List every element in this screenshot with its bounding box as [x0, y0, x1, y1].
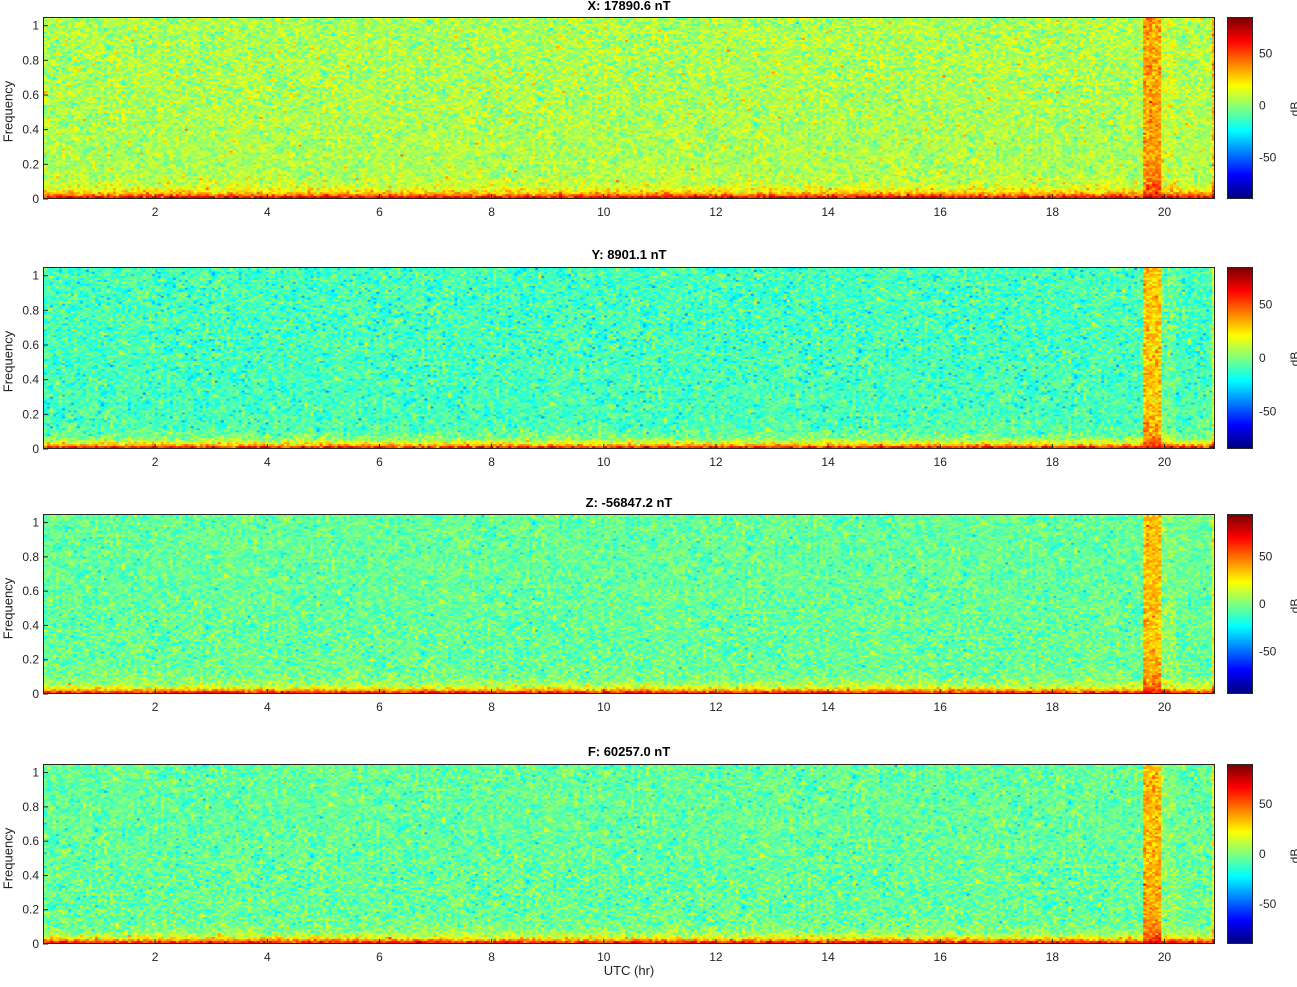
spectrogram-plot [43, 267, 1215, 449]
x-tick-label: 20 [1158, 455, 1172, 469]
axes: 2 4 6 8 10 12 14 16 18 20 0 0.2 0.4 0.6 0.8 1 -50 0 50 [22, 766, 1277, 964]
y-tick-label: 1 [32, 19, 39, 33]
y-tick-label: 0.6 [22, 584, 39, 598]
x-tick-label: 14 [821, 700, 835, 714]
x-tick-label: 4 [264, 700, 271, 714]
x-tick-label: 8 [488, 700, 495, 714]
y-tick-label: 0.2 [22, 653, 39, 667]
colorbar-tick-label: 0 [1259, 98, 1266, 112]
x-tick-label: 14 [821, 455, 835, 469]
x-tick-label: 8 [488, 455, 495, 469]
y-tick-label: 1 [32, 269, 39, 283]
y-tick-label: 0.4 [22, 373, 39, 387]
x-tick-label: 12 [709, 455, 723, 469]
x-tick-label: 20 [1158, 700, 1172, 714]
x-tick-label: 14 [821, 950, 835, 964]
chart-title: Z: -56847.2 nT [585, 495, 673, 510]
spectrogram-plot [43, 17, 1215, 199]
x-tick-label: 10 [597, 455, 611, 469]
y-tick-label: 0.4 [22, 868, 39, 882]
colorbar [1227, 267, 1253, 449]
colorbar-tick-label: 0 [1259, 597, 1266, 611]
x-tick-label: 16 [934, 700, 948, 714]
chart-title: X: 17890.6 nT [587, 0, 671, 13]
x-tick-label: 4 [264, 455, 271, 469]
x-tick-label: 2 [152, 455, 159, 469]
x-tick-label: 20 [1158, 205, 1172, 219]
colorbar-tick-label: 50 [1259, 550, 1273, 564]
axes: 2 4 6 8 10 12 14 16 18 20 0 0.2 0.4 0.6 0.8 1 -50 0 50 [22, 19, 1277, 219]
y-tick-label: 0.6 [22, 834, 39, 848]
colorbar-tick-label: -50 [1259, 405, 1277, 419]
x-tick-label: 2 [152, 700, 159, 714]
x-tick-label: 12 [709, 700, 723, 714]
y-tick-label: 1 [32, 766, 39, 780]
colorbar-tick-label: -50 [1259, 150, 1277, 164]
colorbar-tick-label: 50 [1259, 46, 1273, 60]
colorbar-tick-label: -50 [1259, 644, 1277, 658]
y-tick-label: 0 [32, 442, 39, 456]
x-tick-label: 8 [488, 950, 495, 964]
chart-title: Y: 8901.1 nT [591, 247, 667, 262]
y-tick-label: 0.6 [22, 338, 39, 352]
y-tick-label: 0 [32, 192, 39, 206]
y-tick-label: 0.4 [22, 123, 39, 137]
y-tick-label: 0.8 [22, 550, 39, 564]
spectrogram-plot [43, 514, 1215, 694]
x-axis-label: UTC (hr) [603, 963, 655, 978]
colorbar-tick-label: 50 [1259, 797, 1273, 811]
x-tick-label: 10 [597, 700, 611, 714]
x-tick-label: 2 [152, 950, 159, 964]
y-tick-label: 0.4 [22, 618, 39, 632]
x-tick-label: 4 [264, 205, 271, 219]
y-tick-label: 0.8 [22, 303, 39, 317]
colorbar [1227, 514, 1253, 694]
axes: 2 4 6 8 10 12 14 16 18 20 0 0.2 0.4 0.6 0.8 1 -50 0 50 [22, 516, 1277, 714]
y-tick-label: 0.6 [22, 88, 39, 102]
colorbar [1227, 17, 1253, 199]
x-tick-label: 18 [1046, 205, 1060, 219]
x-tick-label: 16 [934, 205, 948, 219]
y-tick-label: 0.2 [22, 407, 39, 421]
colorbar [1227, 764, 1253, 944]
x-tick-label: 8 [488, 205, 495, 219]
x-tick-label: 18 [1046, 950, 1060, 964]
colorbar-tick-label: 0 [1259, 351, 1266, 365]
y-tick-label: 1 [32, 516, 39, 530]
colorbar-tick-label: -50 [1259, 897, 1277, 911]
chart-title: F: 60257.0 nT [587, 744, 671, 759]
y-tick-label: 0.8 [22, 53, 39, 67]
y-tick-label: 0 [32, 687, 39, 701]
x-tick-label: 12 [709, 950, 723, 964]
spectrogram-plot [43, 764, 1215, 944]
x-tick-label: 4 [264, 950, 271, 964]
colorbar-tick-label: 0 [1259, 847, 1266, 861]
y-tick-label: 0 [32, 937, 39, 951]
x-tick-label: 18 [1046, 455, 1060, 469]
x-tick-label: 16 [934, 455, 948, 469]
x-tick-label: 6 [376, 455, 383, 469]
colorbar-tick-label: 50 [1259, 297, 1273, 311]
x-tick-label: 16 [934, 950, 948, 964]
x-tick-label: 10 [597, 205, 611, 219]
x-tick-label: 18 [1046, 700, 1060, 714]
y-tick-label: 0.2 [22, 157, 39, 171]
y-tick-label: 0.2 [22, 903, 39, 917]
x-tick-label: 6 [376, 950, 383, 964]
x-tick-label: 14 [821, 205, 835, 219]
x-tick-label: 6 [376, 700, 383, 714]
x-tick-label: 20 [1158, 950, 1172, 964]
x-tick-label: 6 [376, 205, 383, 219]
y-tick-label: 0.8 [22, 800, 39, 814]
x-tick-label: 2 [152, 205, 159, 219]
x-tick-label: 10 [597, 950, 611, 964]
axes: 2 4 6 8 10 12 14 16 18 20 0 0.2 0.4 0.6 0.8 1 -50 0 50 [22, 269, 1277, 469]
x-tick-label: 12 [709, 205, 723, 219]
